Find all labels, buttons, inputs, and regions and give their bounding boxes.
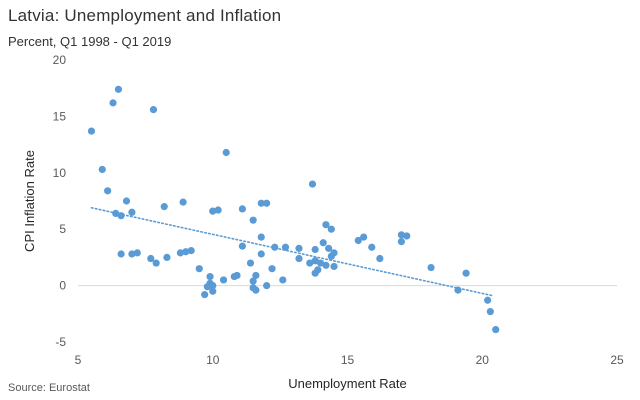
data-point [308,180,317,188]
data-point [195,265,203,273]
source-note: Source: Eurostat [8,382,90,394]
data-point [397,231,405,239]
data-point [249,277,257,285]
data-point [219,276,228,284]
data-point [311,257,319,265]
data-point [179,198,187,206]
data-point [263,199,271,207]
data-point [201,291,209,299]
data-point [281,243,290,251]
y-tick-label: 15 [53,109,67,123]
data-point [182,248,190,256]
axes: 5 10 15 20 25 -5 0 5 10 15 20 [53,53,624,367]
y-axis-title: CPI Inflation Rate [22,150,37,252]
data-point [306,259,314,267]
data-point [87,127,96,135]
data-point [492,325,500,334]
data-point [257,250,265,258]
data-point [152,259,160,267]
y-tick-label: 5 [59,222,66,236]
data-point [104,187,112,195]
data-point [325,244,333,252]
data-point [214,206,222,214]
data-point [238,242,246,250]
y-tick-label: 0 [59,279,66,293]
data-point [368,243,376,251]
x-tick-label: 10 [206,353,220,367]
data-point [484,296,492,304]
y-tick-label: 20 [53,53,67,67]
data-point [322,261,330,269]
data-point [279,276,287,284]
data-point [403,232,411,240]
data-point [149,106,158,114]
data-point [249,216,257,224]
data-point [376,254,384,263]
data-point [209,207,217,215]
data-point [246,259,255,267]
y-tick-label: 10 [53,166,67,180]
data-point [257,199,265,207]
data-point [209,287,217,295]
data-point [222,148,230,157]
trendline [90,206,494,297]
data-point [330,262,338,271]
trendline-layer [90,206,494,297]
data-point [322,221,330,229]
data-point [160,203,168,211]
data-point [271,243,279,251]
chart-title: Latvia: Unemployment and Inflation [8,6,282,25]
x-tick-label: 25 [610,353,624,367]
data-point [209,282,217,290]
data-point [295,244,303,252]
data-point [133,249,141,257]
data-point [128,208,136,216]
data-point [98,165,106,174]
data-point [263,282,271,290]
data-point [128,250,136,258]
data-point [147,254,155,263]
data-point [427,263,435,272]
data-point [486,307,494,316]
data-point [109,99,117,107]
x-tick-label: 20 [476,353,490,367]
data-point [117,212,125,220]
data-point [454,286,462,294]
data-point [233,271,241,280]
x-tick-label: 15 [341,353,355,367]
data-point [203,283,211,291]
data-point [311,245,319,254]
data-point [114,85,123,93]
data-point [397,238,405,246]
y-tick-label: -5 [55,335,66,349]
data-point [330,249,338,257]
data-point [117,250,125,258]
data-point [206,272,214,281]
x-axis-title: Unemployment Rate [288,376,407,391]
data-point [311,269,319,277]
data-point [238,205,246,213]
data-point [122,197,131,205]
data-point [257,233,265,241]
x-tick-label: 5 [75,353,82,367]
chart-subtitle: Percent, Q1 1998 - Q1 2019 [8,34,172,49]
data-point [319,239,327,247]
points-layer [87,85,500,334]
data-point [252,286,260,294]
data-point [112,209,120,218]
data-point [327,225,335,233]
data-point [187,247,195,255]
data-point [316,259,325,267]
data-point [252,271,260,280]
data-point [163,253,171,261]
data-point [462,269,470,277]
data-point [268,265,276,273]
data-point [295,254,303,263]
data-point [176,249,185,257]
data-point [354,236,362,245]
data-point [360,233,368,241]
